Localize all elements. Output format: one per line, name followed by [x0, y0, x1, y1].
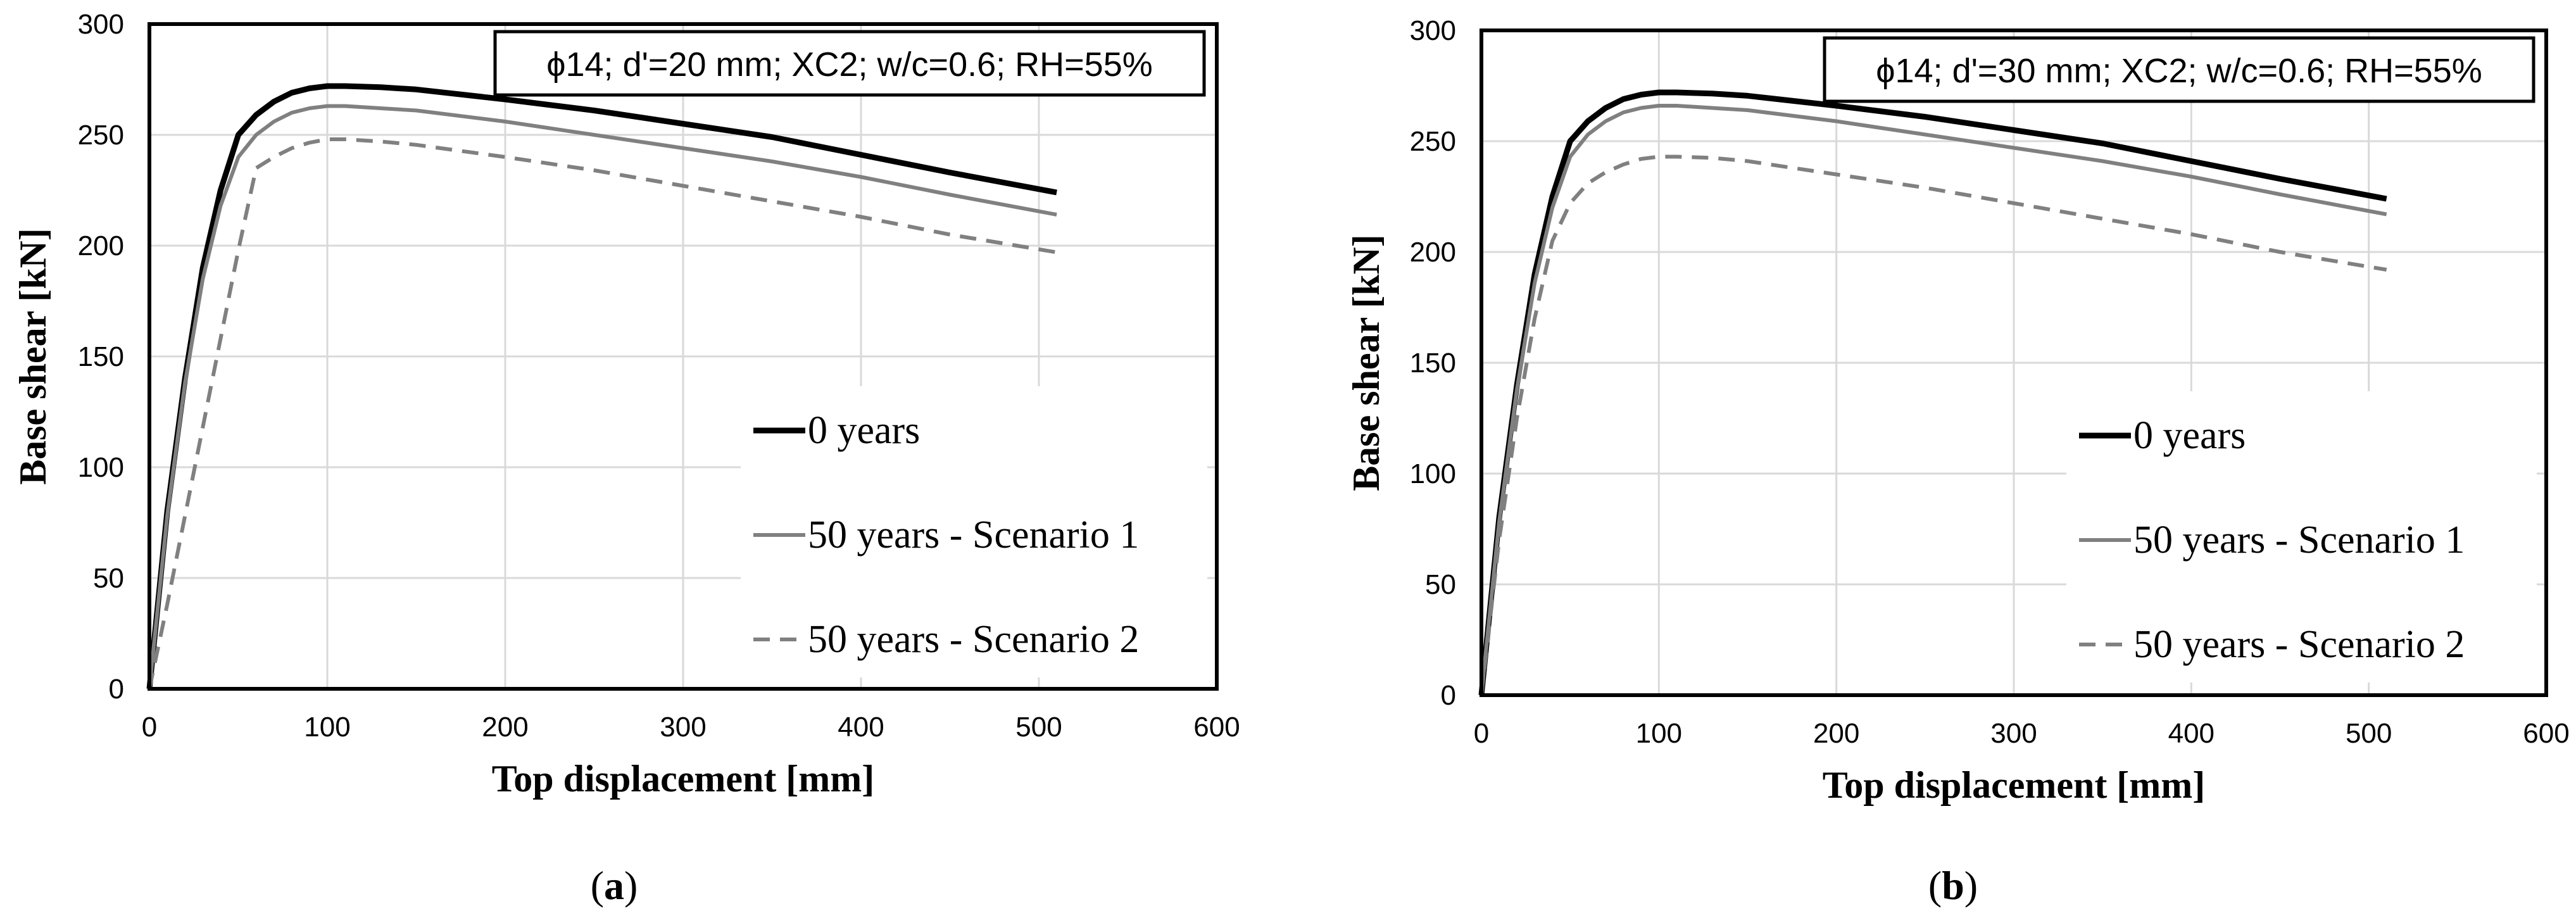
chart-panel-a: 0 50 100 150 200 250 300 0 100 200 300 400 500 600 Top… [12, 9, 1240, 908]
x-tick-label: 0 [1474, 718, 1489, 749]
panel-caption: (b) [1928, 863, 1978, 908]
x-tick-label: 500 [2346, 718, 2392, 749]
y-tick-label: 300 [1410, 15, 1456, 46]
chart-panel-b: 0 50 100 150 200 250 300 0 100 200 300 400 500 600 Top… [1345, 15, 2570, 908]
y-tick-label: 300 [78, 9, 124, 40]
legend-label-3: 50 years - Scenario 2 [808, 618, 1139, 661]
series-line-2 [148, 104, 1057, 689]
y-tick-label: 200 [1410, 237, 1456, 268]
caption-letter: a [604, 863, 624, 908]
y-tick-label: 200 [78, 230, 124, 261]
x-tick-label: 100 [1636, 718, 1682, 749]
legend-background [2066, 391, 2537, 682]
y-tick-label: 250 [1410, 126, 1456, 157]
annotation-text: ϕ14; d'=20 mm; XC2; w/c=0.6; RH=55% [546, 46, 1153, 84]
x-tick-label: 200 [482, 712, 528, 743]
plot-frame [1480, 28, 2548, 697]
y-tick-label: 150 [1410, 348, 1456, 379]
x-tick-label: 500 [1015, 712, 1062, 743]
annotation-box [1823, 36, 2535, 103]
x-axis-title: Top displacement [mm] [492, 758, 874, 800]
caption-close-paren: ) [624, 863, 638, 908]
panel-caption: (a) [591, 863, 638, 908]
x-tick-label: 400 [2168, 718, 2215, 749]
caption-open-paren: ( [1928, 863, 1942, 908]
caption-open-paren: ( [591, 863, 604, 908]
caption-letter: b [1942, 863, 1964, 908]
caption-close-paren: ) [1964, 863, 1978, 908]
series-line-3 [148, 137, 1057, 689]
x-tick-label: 600 [2523, 718, 2569, 749]
x-axis-title: Top displacement [mm] [1823, 764, 2205, 806]
y-tick-label: 50 [1425, 569, 1456, 600]
x-tick-label: 300 [660, 712, 706, 743]
x-tick-label: 0 [142, 712, 157, 743]
legend-label-1: 0 years [808, 409, 920, 452]
x-tick-label: 300 [1990, 718, 2037, 749]
x-tick-label: 400 [838, 712, 884, 743]
series-line-1 [1478, 89, 2387, 696]
y-tick-label: 0 [109, 674, 124, 705]
y-tick-label: 100 [78, 452, 124, 483]
legend-label-2: 50 years - Scenario 1 [2133, 519, 2465, 562]
y-tick-label: 250 [78, 120, 124, 151]
y-tick-label: 0 [1441, 680, 1456, 711]
x-tick-label: 200 [1813, 718, 1859, 749]
y-tick-label: 50 [93, 563, 124, 594]
series-line-3 [1480, 154, 2387, 696]
y-axis-title: Base shear [kN] [1345, 234, 1387, 491]
legend-label-1: 0 years [2133, 414, 2246, 457]
series-line-1 [146, 83, 1057, 689]
annotation-box [493, 30, 1206, 97]
series-line-2 [1480, 104, 2387, 696]
y-axis-title: Base shear [kN] [12, 228, 54, 485]
annotation-text: ϕ14; d'=30 mm; XC2; w/c=0.6; RH=55% [1876, 52, 2482, 90]
x-tick-label: 100 [304, 712, 350, 743]
legend-background [741, 386, 1207, 677]
y-tick-label: 150 [78, 341, 124, 372]
x-tick-label: 600 [1193, 712, 1240, 743]
plot-frame [148, 22, 1219, 691]
legend-label-3: 50 years - Scenario 2 [2133, 623, 2465, 666]
y-tick-label: 100 [1410, 458, 1456, 489]
legend-label-2: 50 years - Scenario 1 [808, 513, 1139, 556]
